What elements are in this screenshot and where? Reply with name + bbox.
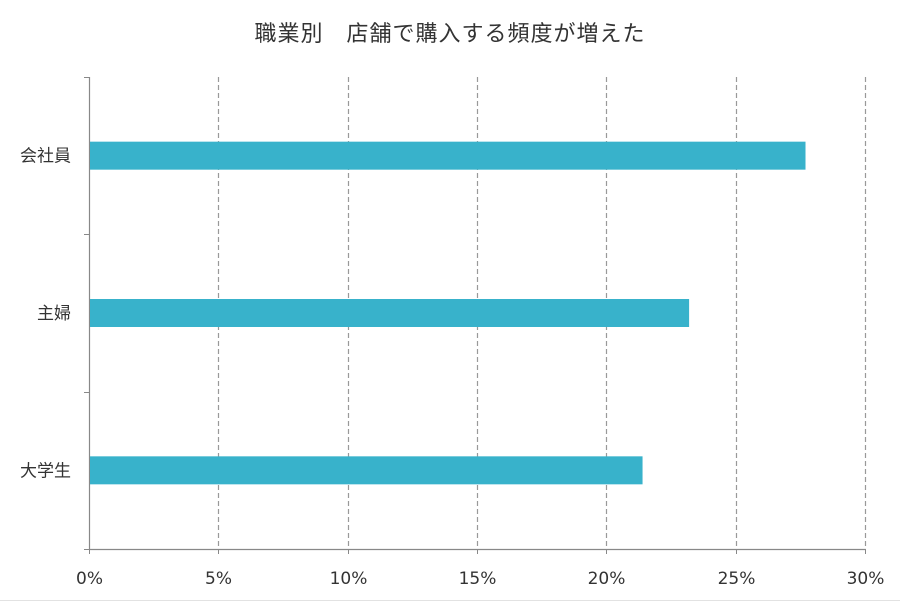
x-tick-label: 5%	[205, 569, 232, 589]
category-label: 主婦	[37, 304, 71, 324]
x-tick-label: 30%	[847, 569, 885, 589]
category-label: 大学生	[20, 461, 71, 481]
category-label: 会社員	[20, 147, 71, 167]
x-tick-label: 0%	[76, 569, 103, 589]
bottom-divider	[0, 600, 900, 601]
bars	[90, 141, 806, 485]
x-tick-label: 15%	[459, 569, 497, 589]
bar-1	[90, 141, 806, 170]
chart-title: 職業別 店舗で購入する頻度が増えた	[254, 22, 646, 47]
bar-2	[90, 299, 690, 327]
x-tick-label: 20%	[588, 569, 626, 589]
bar-3	[90, 456, 643, 485]
x-tick-label: 25%	[718, 569, 756, 589]
x-tick-label: 10%	[330, 569, 368, 589]
axes	[84, 77, 866, 554]
